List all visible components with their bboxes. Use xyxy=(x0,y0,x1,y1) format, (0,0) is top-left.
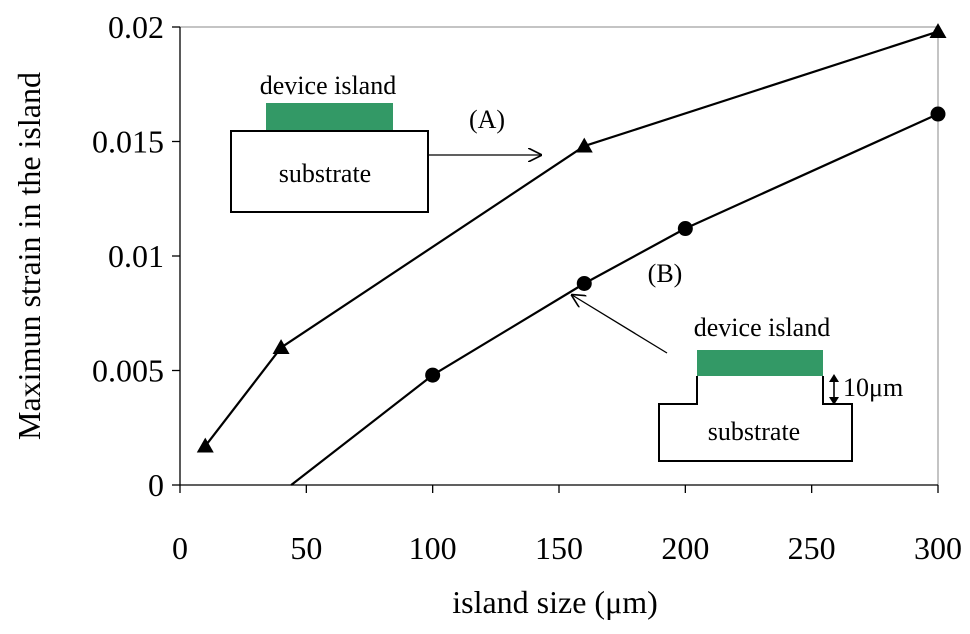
y-tick-label: 0 xyxy=(148,467,164,503)
inset-a-island xyxy=(266,103,393,131)
x-tick-label: 50 xyxy=(290,530,322,566)
series-a-label: (A) xyxy=(469,105,505,134)
series-a-point xyxy=(929,23,947,38)
series-a-line xyxy=(204,30,939,447)
x-tick-label: 150 xyxy=(535,530,583,566)
inset-b-island-label: device island xyxy=(694,313,830,342)
y-axis-title: Maximun strain in the island xyxy=(11,72,47,440)
x-axis-ticks: 0 50 100 150 200 250 300 xyxy=(172,485,962,566)
step-height-arrow xyxy=(829,374,839,405)
x-axis-title: island size (μm) xyxy=(452,584,658,620)
inset-b-arrow xyxy=(572,295,668,354)
series-b-point xyxy=(677,221,693,237)
x-tick-label: 100 xyxy=(409,530,457,566)
x-tick-label: 250 xyxy=(788,530,836,566)
y-axis-ticks: 0 0.005 0.01 0.015 0.02 xyxy=(92,9,180,503)
series-a-point xyxy=(272,339,290,354)
series-b-point xyxy=(930,106,946,122)
x-tick-label: 200 xyxy=(661,530,709,566)
inset-a-substrate xyxy=(230,130,429,213)
series-a-point xyxy=(575,137,593,153)
series-b-point xyxy=(425,367,441,383)
inset-b-substrate xyxy=(658,376,853,462)
inset-a-substrate-label: substrate xyxy=(279,159,371,188)
y-tick-label: 0.02 xyxy=(108,9,164,45)
series-a-point xyxy=(196,437,214,453)
series-b-point xyxy=(576,275,592,291)
inset-b-step-label: 10μm xyxy=(843,373,903,402)
inset-a-diagram: device island substrate xyxy=(230,71,541,213)
y-tick-label: 0.015 xyxy=(92,124,164,160)
series-b-label: (B) xyxy=(648,259,683,288)
inset-b-substrate-label: substrate xyxy=(708,417,800,446)
series-layer xyxy=(196,23,947,486)
inset-a-island-label: device island xyxy=(260,71,396,100)
y-tick-label: 0.01 xyxy=(108,238,164,274)
x-tick-label: 0 xyxy=(172,530,188,566)
x-tick-label: 300 xyxy=(914,530,962,566)
inset-b-diagram: device island substrate 10μm xyxy=(572,295,903,462)
inset-b-island xyxy=(697,350,823,376)
y-tick-label: 0.005 xyxy=(92,353,164,389)
